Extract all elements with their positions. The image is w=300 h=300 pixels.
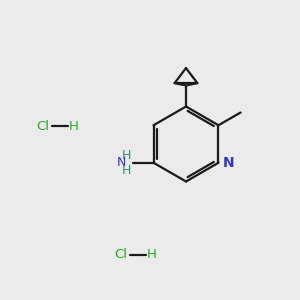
Text: Cl: Cl <box>36 119 49 133</box>
Text: H: H <box>147 248 157 262</box>
Text: Cl: Cl <box>114 248 127 262</box>
Text: N: N <box>223 156 235 170</box>
Text: H: H <box>69 119 79 133</box>
Text: N: N <box>116 156 126 169</box>
Text: H: H <box>122 164 131 177</box>
Text: H: H <box>122 149 131 162</box>
